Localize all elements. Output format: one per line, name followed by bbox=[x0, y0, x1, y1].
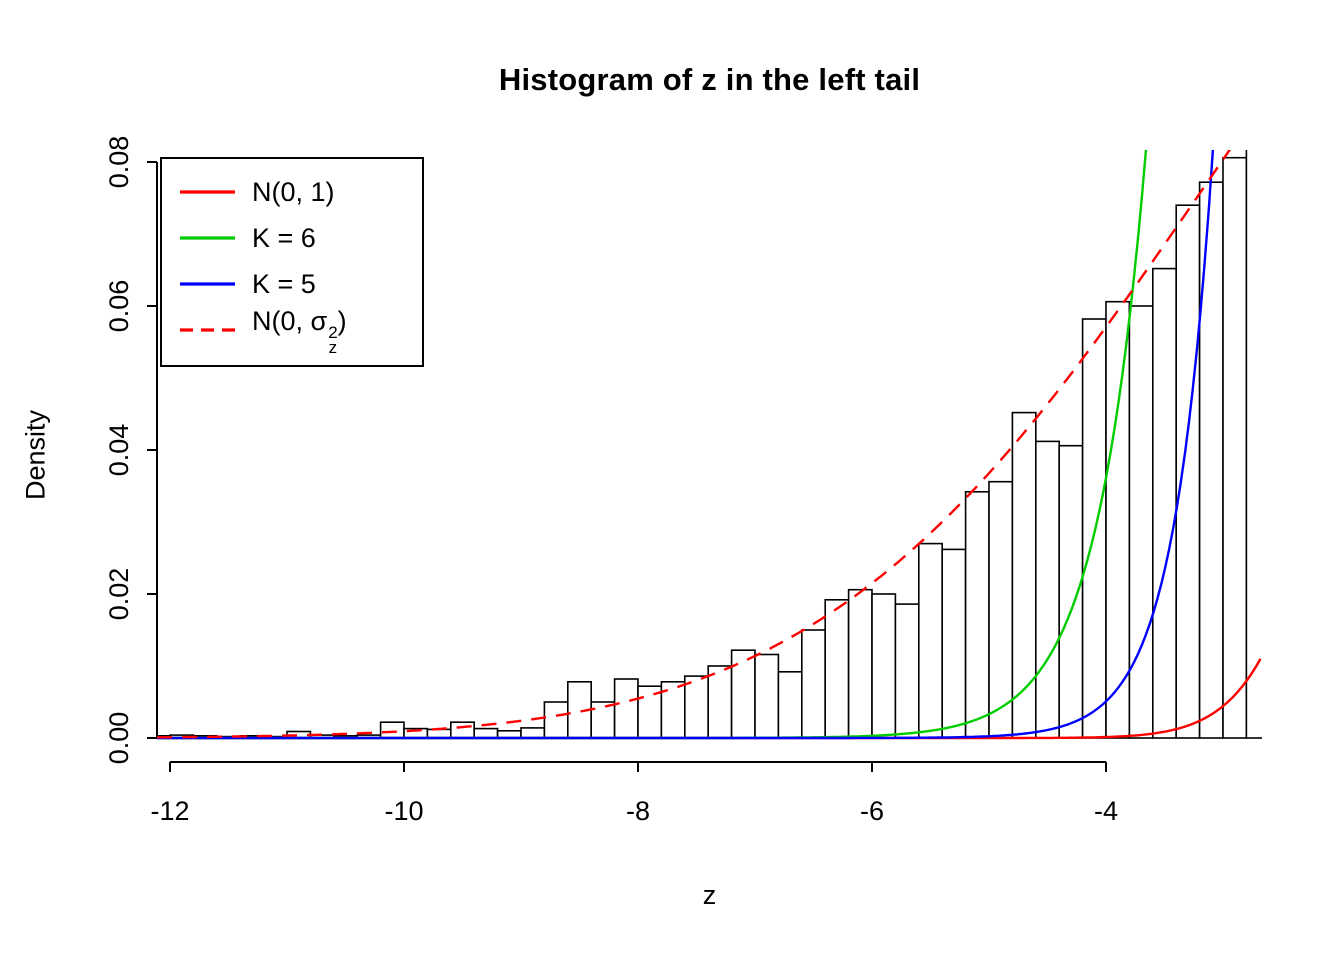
histogram-bar bbox=[543, 701, 569, 739]
legend-label-sub: z bbox=[328, 337, 338, 357]
legend: N(0, 1) K = 6 K = 5 N(0, σ 2 z) bbox=[160, 157, 424, 367]
histogram-bar bbox=[426, 728, 452, 739]
histogram-bar bbox=[1152, 267, 1178, 739]
histogram-bar bbox=[847, 588, 873, 739]
x-tick-label: -6 bbox=[860, 796, 884, 826]
histogram-bar bbox=[941, 548, 967, 739]
legend-line-sample bbox=[179, 188, 236, 196]
chart-title: Histogram of z in the left tail bbox=[498, 62, 921, 97]
histogram-bar bbox=[449, 721, 475, 739]
histogram-bar bbox=[1058, 444, 1084, 739]
histogram-bar bbox=[1222, 156, 1248, 739]
legend-item: K = 6 bbox=[179, 215, 422, 261]
legend-line-sample bbox=[179, 326, 236, 334]
y-tick-label: 0.04 bbox=[104, 424, 134, 477]
density-curve-3 bbox=[157, 150, 1232, 739]
density-curve-2 bbox=[157, 150, 1215, 740]
histogram-bar bbox=[894, 603, 920, 739]
histogram-bar bbox=[917, 542, 943, 739]
y-tick-label: 0.08 bbox=[104, 136, 134, 189]
histogram-bar bbox=[1175, 204, 1201, 739]
axes bbox=[147, 161, 1107, 772]
y-tick-label: 0.00 bbox=[104, 712, 134, 765]
histogram-bars bbox=[157, 150, 1262, 739]
x-tick-label: -4 bbox=[1094, 796, 1118, 826]
x-tick-label: -12 bbox=[150, 796, 189, 826]
histogram-bar bbox=[777, 670, 803, 739]
legend-item-label: K = 5 bbox=[252, 268, 316, 299]
histogram-bar bbox=[871, 593, 897, 739]
legend-item: N(0, 1) bbox=[179, 169, 422, 215]
legend-item: K = 5 bbox=[179, 261, 422, 307]
histogram-bar bbox=[800, 629, 826, 739]
histogram-bar bbox=[590, 701, 616, 739]
legend-item-label: N(0, 1) bbox=[252, 176, 335, 207]
legend-item-label: N(0, σ 2 z) bbox=[252, 305, 347, 357]
histogram-bar bbox=[379, 721, 405, 739]
legend-line-sample bbox=[179, 234, 236, 242]
y-tick-label: 0.06 bbox=[104, 280, 134, 333]
legend-label-sup: 2 bbox=[328, 322, 338, 342]
histogram-bar bbox=[1198, 181, 1224, 739]
x-tick-label: -8 bbox=[626, 796, 650, 826]
histogram-bar bbox=[754, 653, 780, 739]
histogram-bar bbox=[613, 678, 639, 739]
legend-item: N(0, σ 2 z) bbox=[179, 305, 422, 357]
histogram-bar bbox=[683, 675, 709, 739]
y-axis-label: Density bbox=[20, 409, 51, 501]
density-curves bbox=[157, 150, 1262, 740]
histogram-bar bbox=[1245, 150, 1262, 739]
histogram-bar bbox=[1035, 440, 1061, 739]
histogram-bar bbox=[1128, 305, 1154, 739]
legend-line-sample bbox=[179, 280, 236, 288]
histogram-bar bbox=[707, 665, 733, 739]
histogram-bar bbox=[964, 490, 990, 739]
histogram-bar bbox=[473, 727, 499, 739]
legend-label-prefix: N(0, σ bbox=[252, 305, 328, 336]
x-axis-label: z bbox=[702, 880, 717, 910]
histogram-bar bbox=[730, 649, 756, 739]
histogram-bar bbox=[824, 598, 850, 739]
x-tick-label: -10 bbox=[384, 796, 423, 826]
legend-label-suffix: ) bbox=[337, 305, 347, 336]
y-tick-label: 0.02 bbox=[104, 568, 134, 621]
legend-item-label: K = 6 bbox=[252, 222, 316, 253]
histogram-bar bbox=[988, 480, 1014, 739]
histogram-bar bbox=[520, 727, 546, 739]
histogram-bar bbox=[1105, 300, 1131, 739]
